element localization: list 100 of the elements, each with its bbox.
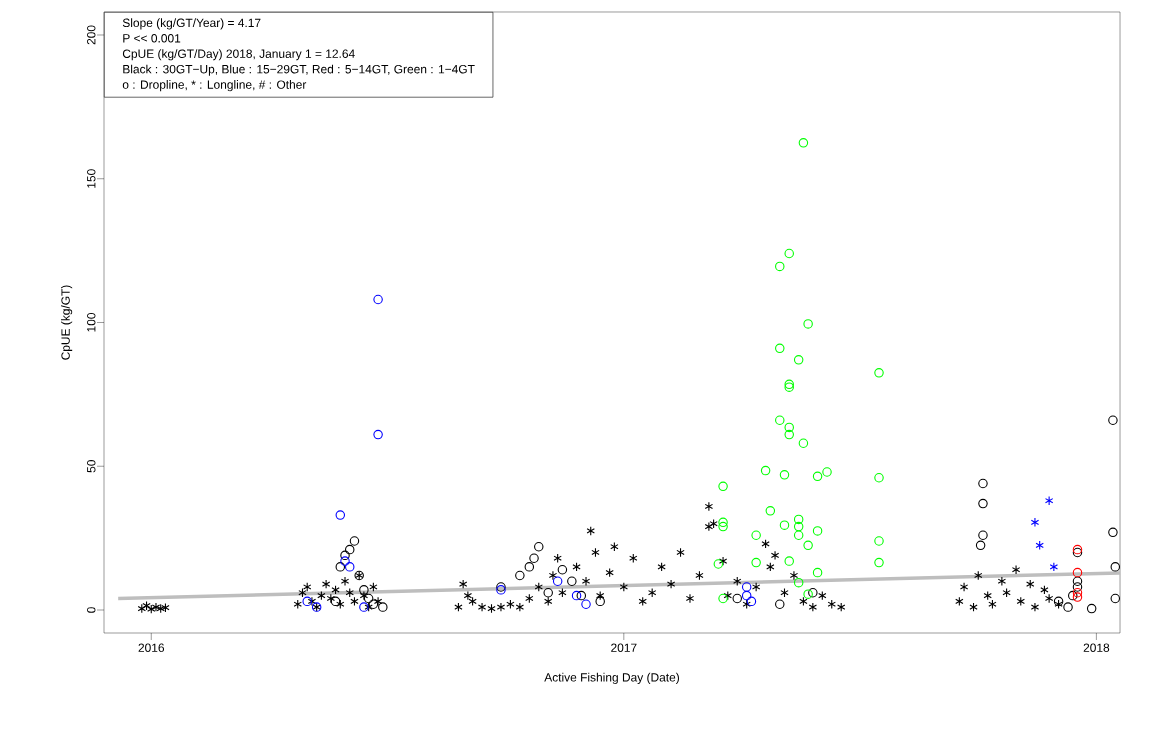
annotation: P << 0.001 [123,34,181,43]
point [779,520,790,530]
point [793,577,804,588]
point [1086,603,1097,614]
point [1068,590,1078,601]
point [1110,562,1121,572]
y-tick-label: 100 [87,312,96,332]
point [775,261,785,272]
point [373,294,383,305]
point [978,498,988,509]
point [359,602,369,612]
y-tick-label: 0 [87,607,96,613]
annotation: CpUE (kg/GT/Day) 2018, January 1 = 12.64 [122,49,355,61]
point [751,530,761,540]
point [335,510,346,520]
point [1072,592,1083,602]
point [344,562,355,572]
point [571,590,582,601]
point [741,582,752,592]
point [718,517,728,528]
point [534,542,544,552]
y-tick-label: 150 [87,169,96,188]
point [784,429,794,440]
point [349,536,360,546]
point [1053,596,1064,607]
point [1110,593,1121,604]
point [812,526,823,536]
point [803,540,813,551]
point [874,557,884,568]
annotation: o : Dropline, * : Longline, # : Other [122,80,307,92]
point [741,590,752,601]
point [793,514,804,525]
point [803,319,813,329]
point [529,553,539,563]
y-axis-title: CpUE (kg/GT) [61,285,73,360]
point [359,585,369,595]
point [552,576,563,586]
point [330,596,341,607]
annotation: Slope (kg/GT/Year) = 4.17 [122,18,261,30]
point [1030,517,1040,528]
point [765,506,776,516]
point [760,465,771,476]
point [543,588,553,598]
point [874,473,884,483]
y-tick-label: 200 [87,25,96,45]
point [1072,567,1083,578]
point [784,556,794,566]
point [1063,602,1073,612]
point [344,544,355,555]
point [793,521,804,532]
point [581,599,591,609]
point [793,355,804,365]
point [718,481,728,492]
point [524,562,535,572]
point [751,557,761,568]
point [874,368,884,378]
point [812,471,823,482]
point [812,567,823,578]
point [373,429,383,440]
point [340,556,350,566]
point [576,590,587,601]
x-tick-label: 2017 [611,643,637,652]
point [302,596,312,607]
x-tick-label: 2016 [138,643,165,652]
point [1072,588,1083,598]
point [368,599,379,609]
point [975,540,986,551]
point [978,478,988,489]
point [775,343,785,354]
point [718,521,728,532]
point [1044,496,1054,506]
point [1072,576,1083,586]
point [557,565,568,575]
point [713,559,724,569]
point [1108,527,1118,538]
point [1108,415,1118,425]
annotation: Black : 30GT−Up, Blue : 15−29GT, Red : 5−14GT, Green : 1−4GT [123,64,475,76]
point [775,599,785,609]
point [1035,540,1044,551]
point [340,550,350,561]
point [378,602,388,612]
y-tick-label: 50 [87,460,96,473]
x-axis-title: Active Fishing Day (Date) [544,672,679,684]
point [784,422,794,433]
point [779,470,790,480]
point [1049,562,1059,572]
point [732,593,742,604]
point [803,589,813,599]
point [335,562,346,572]
point [798,138,809,148]
point [798,438,809,448]
point [822,467,832,477]
point [515,570,525,581]
point [775,415,785,425]
point [874,536,884,546]
x-tick-label: 2018 [1083,643,1110,652]
point [354,570,364,581]
point [784,248,794,259]
point [793,530,804,540]
point [746,596,757,607]
